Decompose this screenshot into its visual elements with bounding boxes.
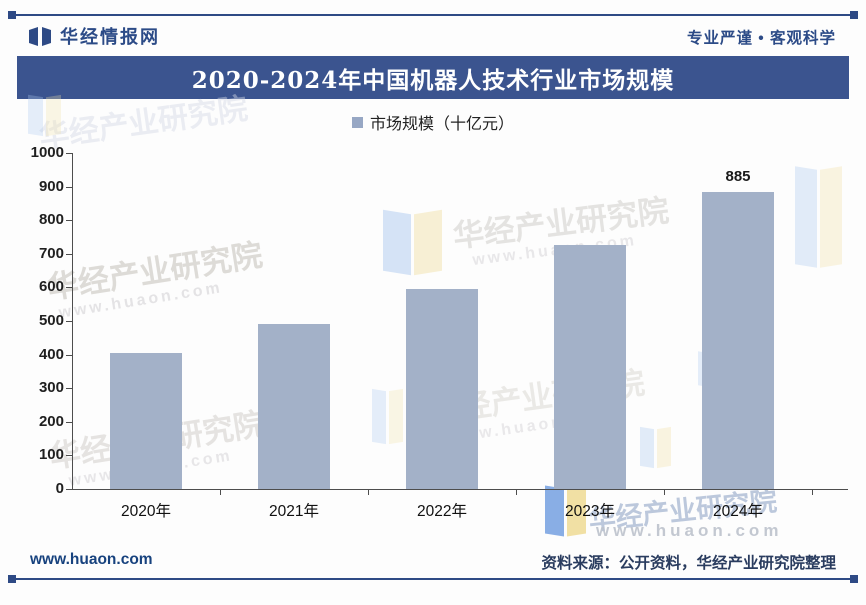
x-axis-label: 2023年 <box>565 503 615 520</box>
y-axis-label: 600 <box>38 278 64 296</box>
y-axis-tick <box>66 388 72 390</box>
x-axis-label: 2022年 <box>417 503 467 520</box>
y-axis-label: 1000 <box>30 144 64 161</box>
y-axis-label: 100 <box>38 446 64 464</box>
y-axis-tick <box>66 421 72 423</box>
legend-marker-icon <box>351 116 363 128</box>
top-right-square <box>850 11 858 19</box>
y-axis-label: 400 <box>38 345 64 363</box>
bottom-border-line <box>10 578 856 580</box>
y-axis-tick <box>66 489 72 490</box>
top-left-square <box>8 11 16 19</box>
footer-site-url: www.huaon.com <box>30 551 153 568</box>
watermark-logo-icon <box>28 94 62 142</box>
x-axis-tick <box>220 489 221 495</box>
watermark-logo-icon <box>372 388 402 452</box>
y-axis-tick <box>66 455 72 457</box>
bar-2021年 <box>258 323 330 489</box>
y-axis-tick <box>66 287 72 289</box>
y-axis-label: 500 <box>38 312 64 329</box>
header-slogan: 专业严谨 • 客观科学 <box>686 30 836 47</box>
x-axis-label: 2024年 <box>713 503 763 520</box>
x-axis-line <box>72 489 848 490</box>
legend: 市场规模（十亿元） <box>0 110 866 134</box>
watermark-text: 华经产业研究院 <box>37 92 250 155</box>
y-axis-tick <box>66 321 72 322</box>
x-axis-tick <box>368 489 369 495</box>
bottom-right-square <box>850 575 858 583</box>
y-axis-tick <box>66 186 72 188</box>
watermark-logo-icon <box>383 209 445 284</box>
footer-source-note: 资料来源：公开资料，华经产业研究院整理 <box>541 555 836 572</box>
bar-2022年 <box>406 289 478 489</box>
x-axis-label: 2021年 <box>269 503 319 520</box>
x-axis-tick <box>812 489 813 495</box>
top-border-line <box>10 14 856 16</box>
watermark-logo-icon <box>640 426 670 474</box>
bar-value-label: 885 <box>725 167 751 185</box>
y-axis-tick <box>66 253 72 255</box>
watermark-logo-icon <box>795 166 843 283</box>
bar-2020年 <box>110 353 182 489</box>
open-book-icon <box>29 26 51 46</box>
y-axis-line <box>72 153 73 489</box>
bottom-left-square <box>8 575 16 583</box>
y-axis-tick <box>66 153 72 154</box>
brand-name: 华经情报网 <box>60 27 160 47</box>
x-axis-label: 2020年 <box>121 503 171 520</box>
y-axis-label: 300 <box>38 379 64 397</box>
y-axis-tick <box>66 220 72 222</box>
y-axis-label: 0 <box>55 480 64 497</box>
x-axis-tick <box>516 489 517 495</box>
brand: 华经情报网 <box>28 23 160 49</box>
chart-title: 2020-2024年中国机器人技术行业市场规模 <box>17 56 849 99</box>
header: 华经情报网 专业严谨 • 客观科学 <box>0 20 866 54</box>
watermark-url: www.huaon.com <box>596 521 783 540</box>
y-axis-label: 700 <box>38 244 64 262</box>
y-axis-label: 200 <box>38 412 64 430</box>
legend-label: 市场规模（十亿元） <box>369 116 514 133</box>
x-axis-tick <box>664 489 665 495</box>
y-axis-label: 900 <box>38 177 64 195</box>
bar-2024年 <box>702 191 774 489</box>
bar-2023年 <box>554 245 626 489</box>
y-axis-label: 800 <box>38 211 64 229</box>
y-axis-tick <box>66 354 72 356</box>
